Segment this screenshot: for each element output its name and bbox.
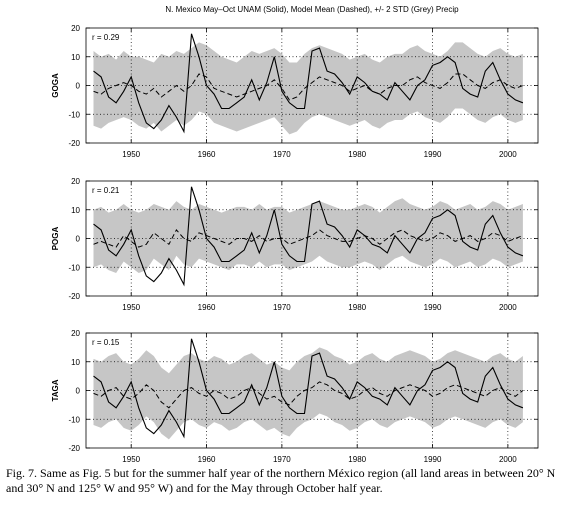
chart-panel-poga: -20 -10 0 10 20 1950 1960 1970 1980 1990 2000 POGA r… <box>51 177 539 312</box>
y-axis-label: TAGA <box>51 379 60 401</box>
x-tick-label: 1950 <box>122 455 140 464</box>
y-tick-label: 10 <box>71 53 80 62</box>
x-tick-label: 1950 <box>122 150 140 159</box>
series-model-mean <box>93 229 524 248</box>
x-tick-label: 1970 <box>273 150 291 159</box>
x-tick-label: 2000 <box>499 303 517 312</box>
x-tick-label: 1990 <box>424 455 442 464</box>
x-tick-label: 1970 <box>273 455 291 464</box>
x-tick-label: 1990 <box>424 303 442 312</box>
chart-panel-goga: -20 -10 0 10 20 1950 1960 1970 1980 1990 2000 GOGA r… <box>51 24 539 159</box>
y-tick-label: 10 <box>71 358 80 367</box>
x-tick-label: 1950 <box>122 303 140 312</box>
y-tick-label: -10 <box>68 110 80 119</box>
x-tick-label: 2000 <box>499 455 517 464</box>
y-axis-label: POGA <box>51 227 60 251</box>
y-tick-label: -20 <box>68 139 80 148</box>
figure-caption: Fig. 7. Same as Fig. 5 but for the summe… <box>6 466 556 495</box>
std-band <box>93 347 523 440</box>
correlation-annotation: r = 0.15 <box>92 338 120 347</box>
correlation-annotation: r = 0.29 <box>92 33 120 42</box>
chart-panel-taga: -20 -10 0 10 20 1950 1960 1970 1980 1990 2000 TAGA r… <box>51 329 539 464</box>
y-tick-label: 10 <box>71 206 80 215</box>
y-tick-label: 20 <box>71 24 80 33</box>
x-tick-label: 1960 <box>198 455 216 464</box>
figure-title: N. Mexico May–Oct UNAM (Solid), Model Me… <box>165 5 459 14</box>
y-tick-label: 0 <box>76 387 81 396</box>
x-tick-label: 2000 <box>499 150 517 159</box>
x-tick-label: 1960 <box>198 303 216 312</box>
series-unam <box>93 186 524 287</box>
figure: N. Mexico May–Oct UNAM (Solid), Model Me… <box>51 5 539 464</box>
y-tick-label: 20 <box>71 329 80 338</box>
x-tick-label: 1980 <box>348 150 366 159</box>
x-tick-label: 1980 <box>348 303 366 312</box>
y-tick-label: 0 <box>76 235 81 244</box>
y-tick-label: -10 <box>68 263 80 272</box>
y-tick-label: 0 <box>76 82 81 91</box>
x-tick-label: 1970 <box>273 303 291 312</box>
x-tick-label: 1980 <box>348 455 366 464</box>
y-axis-label: GOGA <box>51 73 60 98</box>
y-tick-label: -20 <box>68 444 80 453</box>
y-tick-label: -10 <box>68 415 80 424</box>
series-model-mean <box>93 73 524 101</box>
x-tick-label: 1990 <box>424 150 442 159</box>
series-unam <box>93 33 524 134</box>
std-band <box>93 42 523 135</box>
correlation-annotation: r = 0.21 <box>92 186 120 195</box>
x-tick-label: 1960 <box>198 150 216 159</box>
y-tick-label: -20 <box>68 292 80 301</box>
series-unam <box>93 338 524 439</box>
y-tick-label: 20 <box>71 177 80 186</box>
series-model-mean <box>93 381 524 409</box>
